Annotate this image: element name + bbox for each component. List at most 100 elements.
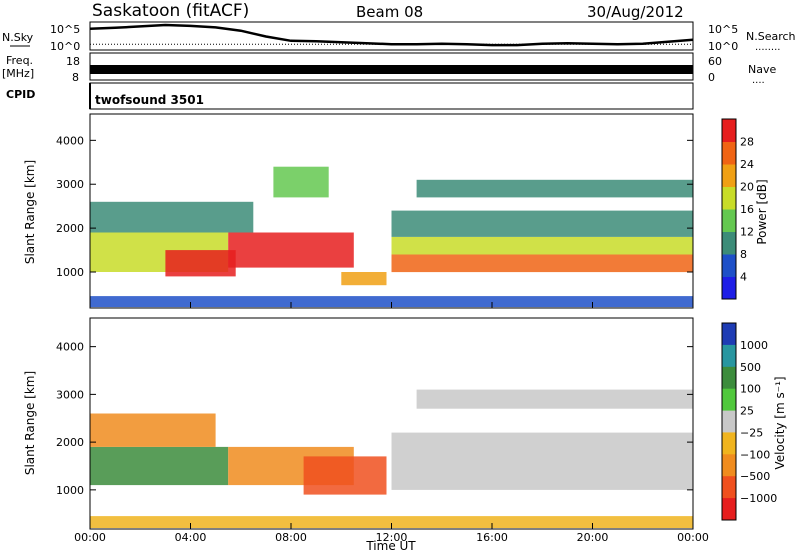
velocity-colorbar-swatch-8 [722, 498, 736, 521]
velocity-colorbar-tick-7: −1000 [740, 492, 777, 505]
noise-right-tick-top: 10^5 [708, 23, 738, 36]
cpid-program: twofsound 3501 [95, 93, 204, 107]
velocity-band-6 [90, 516, 693, 528]
power-ytick-label-0: 1000 [56, 266, 84, 279]
velocity-colorbar-swatch-0 [722, 323, 736, 346]
power-ylabel: Slant Range [km] [23, 160, 37, 264]
power-band-4 [341, 272, 387, 286]
nsearch-dots: ........ [755, 42, 780, 53]
power-colorbar-tick-3: 16 [740, 203, 754, 216]
velocity-colorbar-tick-6: −500 [740, 470, 770, 483]
xtick-label-1: 04:00 [175, 531, 207, 544]
power-colorbar-swatch-1 [722, 254, 736, 277]
power-band-6 [391, 236, 693, 255]
power-colorbar-tick-0: 4 [740, 271, 747, 284]
freq-left-tick-bottom: 8 [72, 71, 79, 84]
power-colorbar-tick-1: 8 [740, 248, 747, 261]
power-colorbar-swatch-7 [722, 119, 736, 142]
velocity-colorbar-tick-4: −25 [740, 426, 763, 439]
power-colorbar-swatch-0 [722, 276, 736, 300]
velocity-colorbar-tick-0: 1000 [740, 339, 768, 352]
power-colorbar-label: Power [dB] [755, 179, 769, 244]
time-x-axis: 00:00 04:00 08:00 12:00 16:00 20:00 00:00 [74, 302, 709, 544]
nave-dots: .... [752, 75, 765, 86]
nsky-label: N.Sky [2, 31, 34, 44]
power-band-8 [416, 179, 693, 198]
power-band-2 [165, 250, 236, 277]
xtick-label-2: 08:00 [275, 531, 307, 544]
velocity-colorbar-frame [721, 322, 737, 521]
xtick-label-6: 00:00 [677, 531, 709, 544]
power-band-9 [273, 166, 329, 198]
velocity-colorbar-tick-5: −100 [740, 448, 770, 461]
date-title: 30/Aug/2012 [587, 3, 684, 21]
velocity-ytick-label-2: 3000 [56, 388, 84, 401]
power-heatmap [90, 166, 693, 308]
xtick-label-4: 16:00 [476, 531, 508, 544]
power-colorbar-swatch-3 [722, 209, 736, 232]
velocity-ytick-label-0: 1000 [56, 484, 84, 497]
power-colorbar-swatch-6 [722, 141, 736, 165]
velocity-colorbar-swatch-4 [722, 410, 736, 433]
power-colorbar-frame [721, 118, 737, 300]
power-colorbar-tick-5: 24 [740, 158, 754, 171]
power-colorbar-tick-2: 12 [740, 226, 754, 239]
nave-label: Nave [748, 63, 776, 76]
power-ytick-label-3: 4000 [56, 134, 84, 147]
noise-left-tick-top: 10^5 [50, 23, 80, 36]
power-band-3 [228, 232, 354, 268]
velocity-colorbar-tick-3: 25 [740, 405, 754, 418]
velocity-y-axis: 1000 2000 3000 4000 [56, 341, 693, 497]
velocity-heatmap [90, 389, 693, 528]
power-colorbar-tick-6: 28 [740, 136, 754, 149]
nsearch-label: N.Search [746, 30, 796, 43]
velocity-colorbar-swatch-6 [722, 454, 736, 477]
power-band-5 [391, 254, 693, 273]
velocity-band-5 [416, 389, 693, 409]
power-ytick-label-1: 2000 [56, 222, 84, 235]
freq-label: Freq. [6, 54, 33, 67]
nave-right-tick-top: 60 [708, 55, 722, 68]
power-y-axis: 1000 2000 3000 4000 [56, 134, 693, 279]
xtick-label-0: 00:00 [74, 531, 106, 544]
velocity-band-0 [90, 446, 229, 486]
power-band-10 [90, 296, 693, 308]
velocity-colorbar-swatch-3 [722, 388, 736, 412]
velocity-ylabel: Slant Range [km] [23, 371, 37, 475]
velocity-colorbar-swatch-5 [722, 432, 736, 455]
power-colorbar-swatch-2 [722, 231, 736, 255]
velocity-ytick-label-3: 4000 [56, 341, 84, 354]
beam-title: Beam 08 [356, 3, 423, 21]
power-colorbar-swatch-4 [722, 186, 736, 210]
velocity-colorbar-tick-1: 500 [740, 361, 761, 374]
freq-unit-label: [MHz] [2, 67, 34, 80]
velocity-colorbar-tick-2: 100 [740, 383, 761, 396]
velocity-colorbar-swatch-2 [722, 366, 736, 390]
velocity-band-1 [90, 413, 216, 447]
noise-left-tick-bottom: 10^0 [50, 40, 80, 53]
freq-left-tick-top: 18 [66, 55, 80, 68]
velocity-band-4 [391, 432, 693, 490]
xtick-label-5: 20:00 [577, 531, 609, 544]
power-colorbar: 4 8 12 16 20 24 28 [721, 118, 754, 300]
nave-right-tick-bottom: 0 [708, 71, 715, 84]
power-band-1 [90, 201, 254, 233]
velocity-ytick-label-1: 2000 [56, 436, 84, 449]
cpid-label: CPID [6, 88, 35, 101]
x-axis-label: Time UT [365, 539, 416, 553]
noise-right-tick-bottom: 10^0 [708, 40, 738, 53]
velocity-colorbar-swatch-1 [722, 344, 736, 368]
velocity-band-3 [303, 456, 387, 495]
xtick-label-3: 12:00 [376, 531, 408, 544]
power-ytick-label-2: 3000 [56, 178, 84, 191]
power-colorbar-swatch-5 [722, 164, 736, 187]
power-colorbar-tick-4: 20 [740, 181, 754, 194]
power-band-7 [391, 210, 693, 237]
velocity-colorbar: 1000 500 100 25 −25 −100 −500 −1000 [721, 322, 777, 521]
sky-noise-line [89, 23, 694, 47]
velocity-colorbar-label: Velocity [m s⁻¹] [773, 376, 787, 469]
noise-panel-frame [89, 21, 694, 51]
velocity-colorbar-swatch-7 [722, 476, 736, 499]
station-title: Saskatoon (fitACF) [92, 1, 249, 21]
